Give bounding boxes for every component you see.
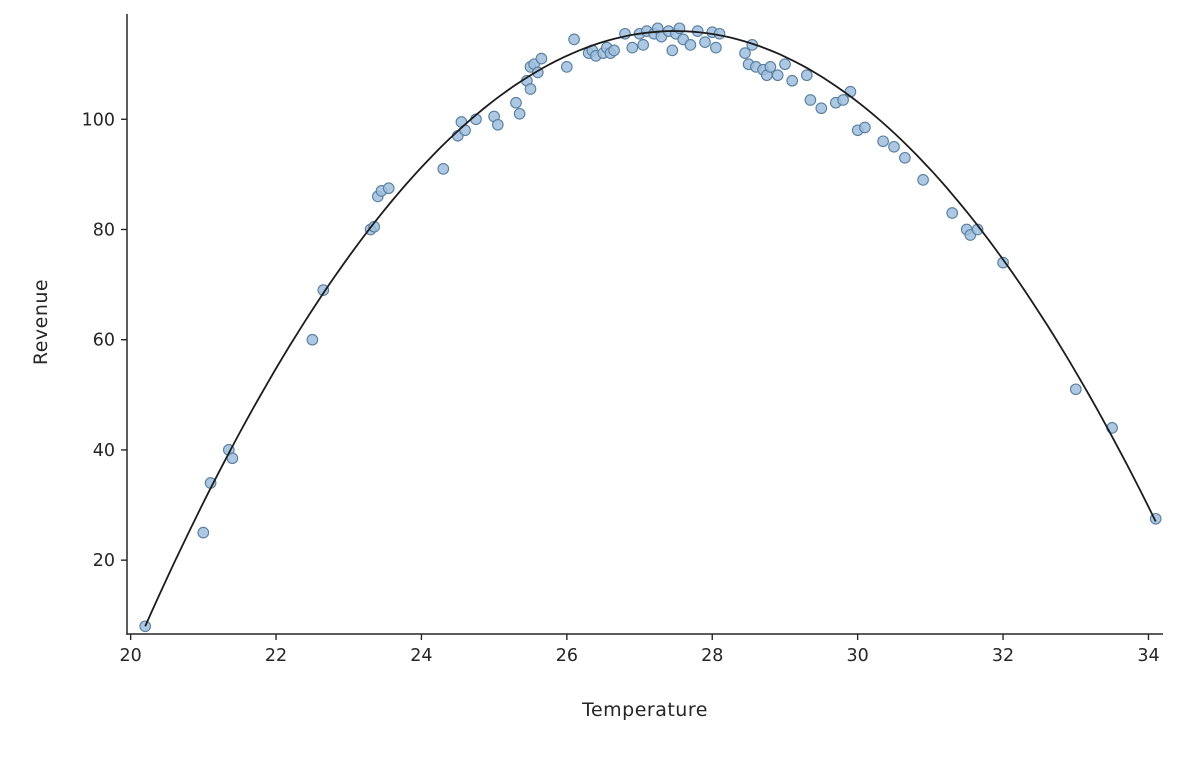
data-point bbox=[837, 94, 849, 106]
data-point bbox=[899, 151, 911, 164]
data-point bbox=[513, 107, 526, 120]
data-point bbox=[568, 33, 580, 46]
data-point bbox=[437, 163, 450, 175]
y-axis-label: Revenue bbox=[30, 278, 52, 366]
data-point bbox=[524, 83, 537, 95]
data-point bbox=[510, 96, 522, 109]
data-point bbox=[699, 36, 711, 48]
data-point bbox=[306, 333, 319, 346]
data-point bbox=[608, 44, 620, 57]
data-point bbox=[560, 61, 573, 73]
data-point bbox=[684, 39, 697, 51]
x-tick-label: 28 bbox=[701, 646, 723, 666]
data-point bbox=[888, 140, 900, 153]
x-tick-label: 26 bbox=[556, 646, 578, 666]
x-tick-label: 22 bbox=[265, 646, 287, 666]
data-point bbox=[626, 41, 639, 54]
data-point bbox=[917, 174, 929, 186]
data-point bbox=[779, 58, 791, 71]
y-tick-label: 40 bbox=[93, 441, 115, 461]
x-axis-label: Temperature bbox=[582, 699, 708, 721]
data-point bbox=[139, 620, 152, 633]
data-point bbox=[764, 61, 777, 73]
data-point bbox=[637, 39, 650, 51]
data-point bbox=[815, 102, 828, 115]
data-point bbox=[804, 94, 817, 106]
data-point bbox=[491, 118, 504, 131]
y-tick-label: 60 bbox=[93, 331, 115, 351]
data-point bbox=[1069, 383, 1082, 396]
data-point bbox=[997, 256, 1009, 269]
y-tick-label: 80 bbox=[93, 220, 115, 240]
y-tick-label: 100 bbox=[82, 110, 115, 130]
data-point bbox=[786, 74, 799, 87]
x-tick-label: 20 bbox=[119, 646, 141, 666]
data-point bbox=[946, 207, 959, 219]
data-point bbox=[317, 284, 330, 296]
fit-curve-line bbox=[144, 30, 1157, 627]
data-point bbox=[666, 44, 679, 57]
data-point bbox=[739, 47, 751, 59]
data-point bbox=[197, 526, 210, 539]
data-point bbox=[710, 41, 722, 54]
data-point bbox=[877, 135, 889, 148]
data-point bbox=[800, 69, 813, 82]
x-tick-label: 34 bbox=[1137, 646, 1159, 666]
x-tick-label: 24 bbox=[410, 646, 432, 666]
x-tick-label: 30 bbox=[847, 646, 869, 666]
data-point bbox=[535, 52, 548, 65]
data-point bbox=[859, 121, 871, 134]
y-tick-label: 20 bbox=[93, 551, 115, 571]
x-tick-label: 32 bbox=[992, 646, 1014, 666]
data-point bbox=[382, 182, 395, 195]
data-point bbox=[771, 69, 784, 82]
